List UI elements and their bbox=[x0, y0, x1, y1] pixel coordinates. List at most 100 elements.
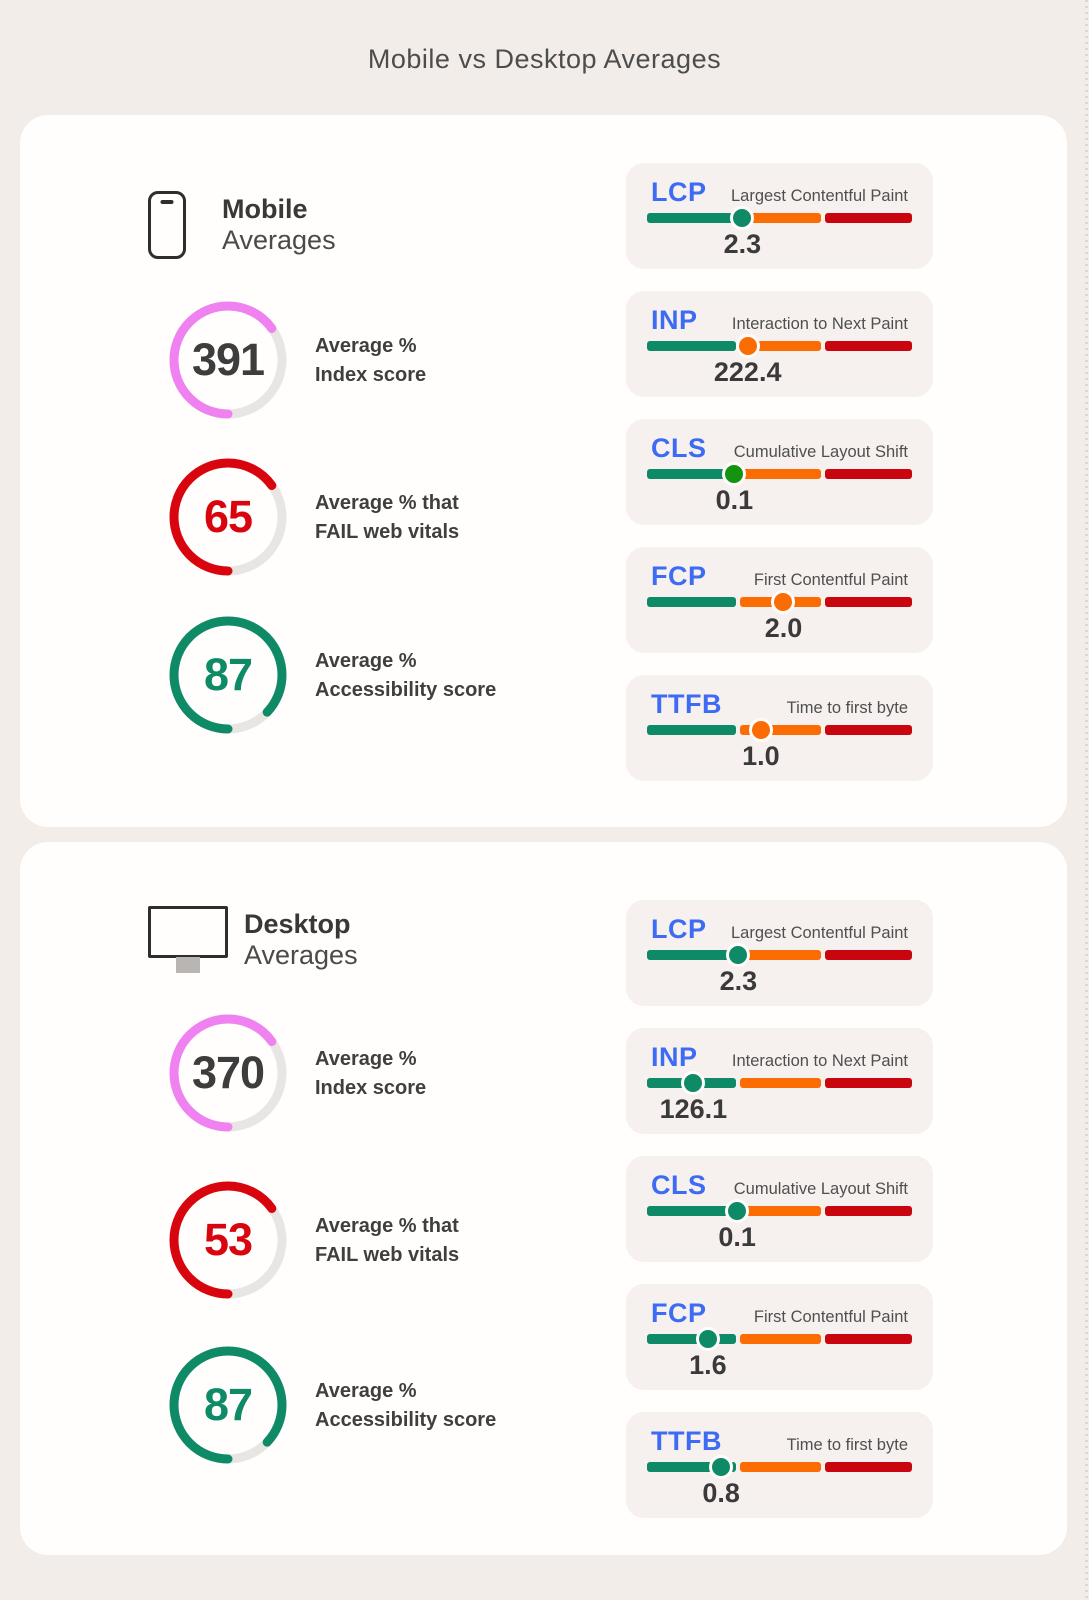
metric-value: 0.8 bbox=[702, 1478, 740, 1508]
device-name: Mobile bbox=[222, 194, 308, 224]
segment-needs-improvement bbox=[740, 341, 821, 351]
segment-needs-improvement bbox=[740, 1206, 821, 1216]
metric-tile-inp: INP Interaction to Next Paint 222.4 bbox=[626, 291, 933, 397]
metric-value: 2.3 bbox=[719, 966, 758, 996]
metric-marker-dot bbox=[681, 1071, 706, 1095]
metric-code: CLS bbox=[651, 433, 707, 463]
page-edge-dots bbox=[1085, 0, 1088, 1600]
mobile-card: Mobile Averages 391 Average % Index scor… bbox=[20, 115, 1067, 827]
segment-poor bbox=[824, 469, 912, 479]
metric-scale: 1.6 bbox=[647, 1327, 912, 1380]
gauge-index-score: 391 bbox=[168, 300, 288, 420]
metric-value: 126.1 bbox=[659, 1094, 728, 1124]
metric-code: TTFB bbox=[651, 689, 722, 719]
metric-code: TTFB bbox=[651, 1426, 722, 1456]
metric-name: First Contentful Paint bbox=[753, 1308, 908, 1326]
gauge-label: Average % Accessibility score bbox=[315, 647, 496, 705]
metric-value: 2.3 bbox=[723, 229, 762, 259]
metric-scale: 0.1 bbox=[647, 1199, 912, 1252]
gauge-ring bbox=[169, 301, 287, 419]
metric-code: LCP bbox=[651, 177, 707, 207]
segment-good bbox=[647, 341, 737, 351]
metric-name: Time to first byte bbox=[786, 699, 908, 717]
metric-marker-dot bbox=[748, 718, 773, 742]
metric-scale: 126.1 bbox=[647, 1071, 912, 1124]
gauge-label: Average % Accessibility score bbox=[315, 1377, 496, 1435]
metric-code: LCP bbox=[651, 914, 707, 944]
metric-tile-inp: INP Interaction to Next Paint 126.1 bbox=[626, 1028, 933, 1134]
metric-marker-dot bbox=[722, 462, 747, 486]
segment-needs-improvement bbox=[740, 1462, 821, 1472]
gauge-label-line2: Index score bbox=[315, 1077, 427, 1099]
gauge-label-line2: Accessibility score bbox=[315, 1409, 497, 1431]
metric-tile-header: INP Interaction to Next Paint bbox=[626, 291, 933, 336]
gauge-label-line2: FAIL web vitals bbox=[315, 1244, 460, 1266]
metric-bar bbox=[647, 725, 912, 735]
gauge-ring bbox=[169, 458, 287, 576]
gauge-label-line1: Average % that bbox=[315, 492, 459, 514]
segment-good bbox=[647, 469, 737, 479]
metric-marker-dot bbox=[771, 590, 796, 614]
metric-marker-dot bbox=[695, 1327, 720, 1351]
segment-good bbox=[647, 1206, 737, 1216]
segment-needs-improvement bbox=[740, 469, 821, 479]
segment-good bbox=[647, 725, 737, 735]
metric-code: CLS bbox=[651, 1170, 707, 1200]
gauge-label-line1: Average % that bbox=[315, 1215, 459, 1237]
gauge-value: 370 bbox=[191, 1047, 265, 1098]
gauge-ring bbox=[169, 1181, 287, 1299]
page-title: Mobile vs Desktop Averages bbox=[367, 44, 722, 74]
gauge-label: Average % Index score bbox=[315, 332, 426, 390]
gauge-ring bbox=[169, 616, 287, 734]
metric-code: FCP bbox=[651, 1298, 707, 1328]
metric-scale: 2.3 bbox=[647, 943, 912, 996]
metric-name: Interaction to Next Paint bbox=[731, 315, 908, 333]
gauge-value: 87 bbox=[203, 649, 253, 700]
metric-code: FCP bbox=[651, 561, 707, 591]
metric-bar bbox=[647, 469, 912, 479]
mobile-card-title: Mobile Averages bbox=[222, 194, 336, 256]
metric-tile-fcp: FCP First Contentful Paint 1.6 bbox=[626, 1284, 933, 1390]
desktop-card: Desktop Averages 370 Average % Index sco… bbox=[20, 842, 1067, 1555]
metric-marker-dot bbox=[709, 1455, 734, 1479]
metric-scale: 1.0 bbox=[647, 718, 912, 771]
segment-poor bbox=[824, 341, 912, 351]
gauge-label: Average % that FAIL web vitals bbox=[315, 1212, 459, 1270]
metric-bar bbox=[647, 1206, 912, 1216]
gauge-ring bbox=[169, 1346, 287, 1464]
segment-needs-improvement bbox=[740, 950, 821, 960]
metric-marker-dot bbox=[730, 206, 755, 230]
metric-bar bbox=[647, 1462, 912, 1472]
gauge-index-score: 370 bbox=[168, 1013, 288, 1133]
metric-tile-header: FCP First Contentful Paint bbox=[626, 1284, 933, 1329]
segment-poor bbox=[824, 213, 912, 223]
metric-value: 0.1 bbox=[715, 485, 754, 515]
gauge-accessibility-score: 87 bbox=[168, 615, 288, 735]
segment-poor bbox=[824, 1206, 912, 1216]
gauge-label-line1: Average % bbox=[315, 1380, 417, 1402]
metric-tile-header: INP Interaction to Next Paint bbox=[626, 1028, 933, 1073]
segment-poor bbox=[824, 950, 912, 960]
gauge-value: 65 bbox=[203, 491, 253, 542]
gauge-fail-web-vitals: 53 bbox=[168, 1180, 288, 1300]
metric-name: Largest Contentful Paint bbox=[730, 187, 908, 205]
metric-bar bbox=[647, 950, 912, 960]
metric-code: INP bbox=[651, 305, 698, 335]
gauge-label-line2: FAIL web vitals bbox=[315, 521, 460, 543]
desktop-card-header: Desktop Averages bbox=[148, 906, 358, 973]
device-subtitle: Averages bbox=[222, 225, 336, 255]
metric-tile-ttfb: TTFB Time to first byte 1.0 bbox=[626, 675, 933, 781]
segment-good bbox=[647, 597, 737, 607]
metric-bar bbox=[647, 341, 912, 351]
segment-poor bbox=[824, 725, 912, 735]
smartphone-icon bbox=[148, 191, 186, 259]
metric-name: Time to first byte bbox=[786, 1436, 908, 1454]
metric-tile-lcp: LCP Largest Contentful Paint 2.3 bbox=[626, 163, 933, 269]
gauge-accessibility-score: 87 bbox=[168, 1345, 288, 1465]
metric-bar bbox=[647, 1334, 912, 1344]
device-name: Desktop bbox=[244, 908, 351, 939]
metric-scale: 0.1 bbox=[647, 462, 912, 515]
metric-tile-lcp: LCP Largest Contentful Paint 2.3 bbox=[626, 900, 933, 1006]
segment-needs-improvement bbox=[740, 1334, 821, 1344]
monitor-screen bbox=[148, 906, 228, 958]
